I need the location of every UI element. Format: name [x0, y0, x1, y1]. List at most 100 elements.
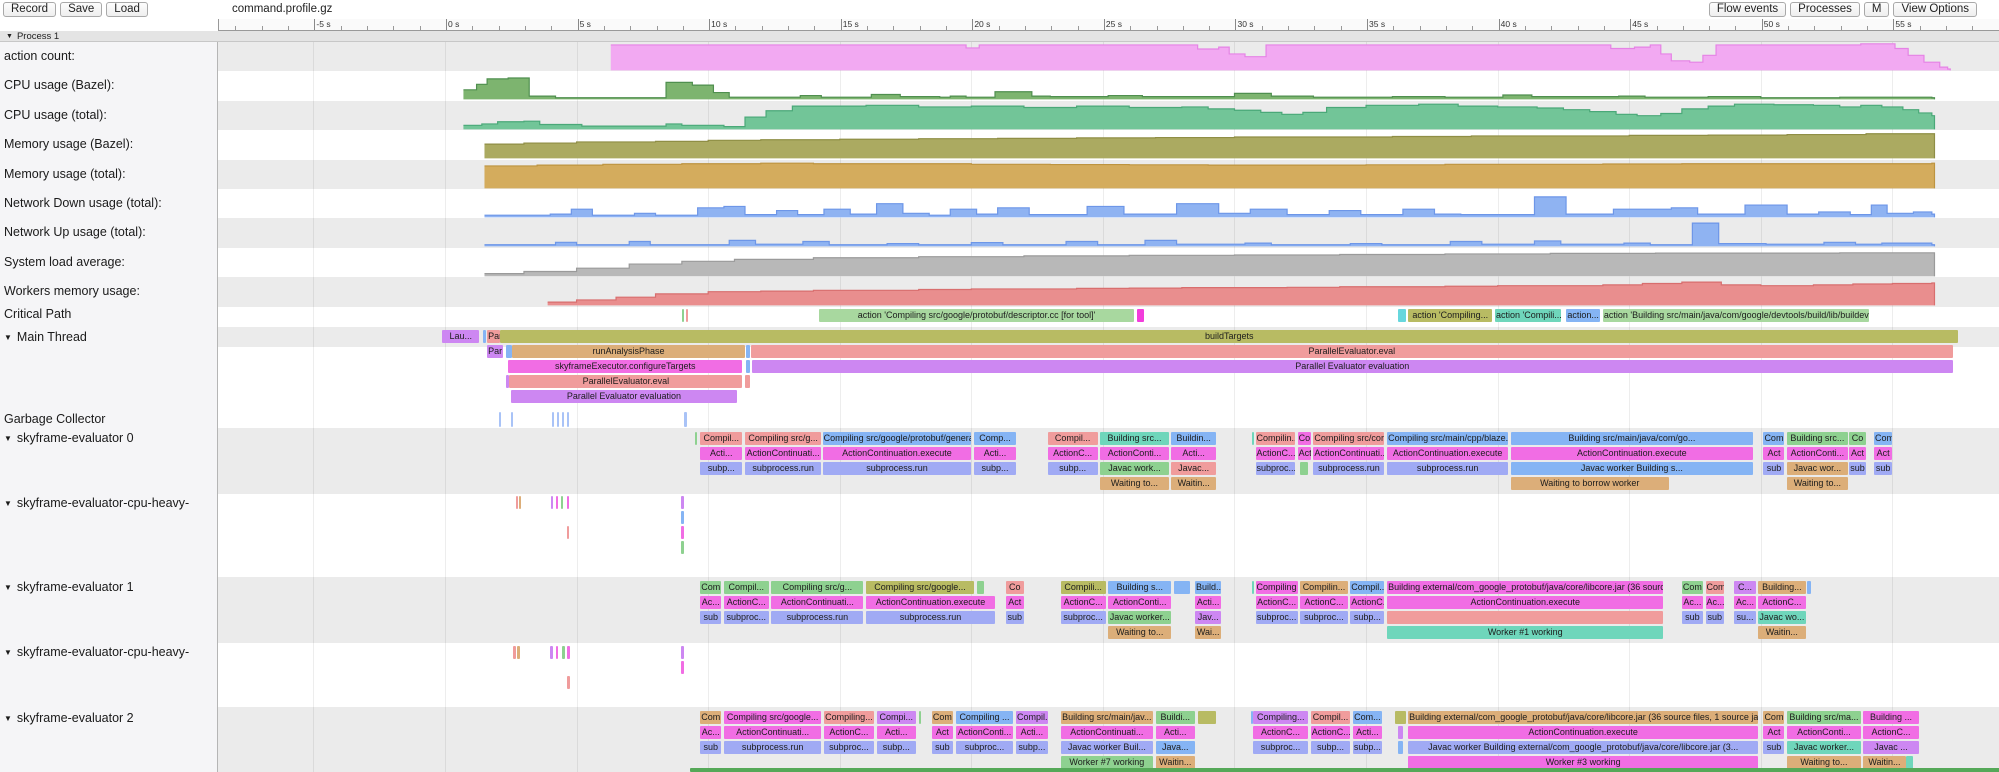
trace-event-block[interactable]: ActionC... — [1863, 726, 1919, 739]
trace-event-sliver[interactable] — [1905, 756, 1914, 769]
track-label-skyframe-evaluator-cpu-heavy[interactable]: ▼ skyframe-evaluator-cpu-heavy- — [4, 495, 189, 511]
trace-event-sliver[interactable] — [1397, 726, 1403, 739]
trace-event-sliver[interactable] — [567, 646, 570, 659]
trace-event-block[interactable]: Compil... — [700, 432, 743, 445]
trace-event-block[interactable]: Waiting to borrow worker — [1510, 477, 1669, 490]
trace-event-block[interactable]: Com — [931, 711, 953, 724]
counter-chart-2[interactable] — [218, 101, 1999, 130]
trace-event-block[interactable]: Par — [487, 330, 501, 343]
trace-event-block[interactable]: Acti... — [1016, 726, 1048, 739]
trace-event-block[interactable]: ActionContinuati... — [745, 447, 822, 460]
trace-event-block[interactable]: ActionC... — [1255, 447, 1295, 460]
trace-event-sliver[interactable] — [684, 412, 687, 427]
trace-event-block[interactable]: Compiling ... — [1255, 581, 1298, 594]
trace-event-block[interactable]: Comp... — [973, 432, 1017, 445]
trace-event-block[interactable]: Building s... — [1108, 581, 1172, 594]
trace-event-block[interactable]: ActionContinuation.execute — [866, 596, 995, 609]
trace-event-sliver[interactable] — [1197, 711, 1217, 724]
trace-event-block[interactable]: Waitin... — [1758, 626, 1806, 639]
trace-event-block[interactable]: ActionConti... — [955, 726, 1014, 739]
trace-event-sliver[interactable] — [505, 345, 513, 358]
trace-event-block[interactable]: Javac worker... — [1108, 611, 1172, 624]
track-label-main-thread[interactable]: ▼ Main Thread — [4, 329, 87, 345]
trace-event-block[interactable]: Waiting to... — [1100, 477, 1169, 490]
trace-event-block[interactable]: Acti... — [876, 726, 917, 739]
trace-event-sliver[interactable] — [567, 676, 570, 689]
trace-event-block[interactable]: sub — [1005, 611, 1024, 624]
trace-event-block[interactable]: subprocess.run — [866, 611, 995, 624]
trace-event-block[interactable]: Com — [700, 711, 722, 724]
trace-event-block[interactable]: Com — [1763, 432, 1785, 445]
process-header[interactable]: ▼ Process 1 — [0, 31, 1999, 42]
trace-event-block[interactable]: subproc... — [1300, 611, 1348, 624]
trace-event-block[interactable]: Compil... — [1310, 711, 1351, 724]
trace-event-sliver[interactable] — [918, 711, 922, 724]
counter-chart-4[interactable] — [218, 160, 1999, 189]
trace-event-block[interactable]: sub — [1848, 462, 1867, 475]
trace-event-block[interactable]: Javac wor... — [1787, 462, 1848, 475]
trace-event-block[interactable]: Compi... — [876, 711, 917, 724]
trace-event-block[interactable]: Co — [1297, 432, 1311, 445]
trace-event-block[interactable]: subp... — [1047, 462, 1098, 475]
trace-event-block[interactable]: Act — [1005, 596, 1024, 609]
trace-event-block[interactable]: Compiling src/google/protobuf/generat... — [822, 432, 972, 445]
trace-event-block[interactable]: Waitin... — [1155, 756, 1195, 769]
counter-chart-1[interactable] — [218, 71, 1999, 100]
trace-event-block[interactable]: sub — [700, 611, 722, 624]
trace-event-block[interactable]: Compiling src/g... — [771, 581, 864, 594]
trace-event-block[interactable]: Compil... — [1016, 711, 1048, 724]
trace-event-block[interactable]: Compiling src/g... — [745, 432, 822, 445]
trace-event-block[interactable]: subproc... — [823, 741, 874, 754]
trace-event-block[interactable]: Waitin... — [1171, 477, 1217, 490]
trace-event-block[interactable]: Co — [1848, 432, 1867, 445]
trace-event-block[interactable]: Javac worker... — [1787, 741, 1861, 754]
trace-event-block[interactable]: subp... — [876, 741, 917, 754]
trace-event-block[interactable]: ActionContinuation.execute — [1387, 447, 1509, 460]
trace-event-sliver[interactable] — [681, 496, 685, 509]
trace-event-block[interactable]: Worker #7 working — [1060, 756, 1153, 769]
trace-event-sliver[interactable] — [515, 496, 518, 509]
track-label-skyframe-evaluator-2[interactable]: ▼ skyframe-evaluator 2 — [4, 710, 134, 726]
trace-event-sliver[interactable] — [681, 511, 685, 524]
trace-event-block[interactable]: action... — [1566, 309, 1601, 322]
trace-event-block[interactable]: Building src... — [1787, 432, 1848, 445]
trace-event-block[interactable]: ActionC... — [1047, 447, 1098, 460]
trace-event-block[interactable]: Compil... — [1047, 432, 1098, 445]
trace-event-sliver[interactable] — [555, 646, 559, 659]
trace-event-block[interactable]: subprocess.run — [745, 462, 822, 475]
trace-event-sliver[interactable] — [550, 646, 553, 659]
trace-event-block[interactable]: Com — [1681, 581, 1703, 594]
trace-event-block[interactable]: Act — [1297, 447, 1311, 460]
trace-event-block[interactable]: Act — [1763, 726, 1785, 739]
trace-event-block[interactable]: ActionContinuati... — [723, 726, 822, 739]
trace-event-block[interactable]: runAnalysisPhase — [512, 345, 745, 358]
trace-event-block[interactable]: subp... — [1352, 741, 1382, 754]
trace-event-block[interactable]: Com... — [1352, 711, 1382, 724]
trace-event-block[interactable]: sub — [1763, 741, 1785, 754]
trace-event-block[interactable]: ActionConti... — [1108, 596, 1172, 609]
trace-event-block[interactable]: Building ... — [1863, 711, 1919, 724]
trace-event-sliver[interactable] — [550, 496, 554, 509]
trace-event-block[interactable]: Compil... — [1350, 581, 1385, 594]
trace-event-block[interactable]: Javac worker Building external/com_googl… — [1408, 741, 1759, 754]
trace-event-block[interactable]: Lau... — [442, 330, 480, 343]
processes-button[interactable]: Processes — [1790, 2, 1860, 17]
trace-event-block[interactable]: Wai... — [1195, 626, 1222, 639]
trace-event-block[interactable]: subproc... — [1255, 611, 1298, 624]
trace-event-sliver[interactable] — [555, 496, 559, 509]
trace-event-block[interactable]: Javac worker Building s... — [1510, 462, 1753, 475]
trace-event-block[interactable]: Parallel Evaluator evaluation — [751, 360, 1953, 373]
trace-event-sliver[interactable] — [1397, 309, 1406, 322]
trace-event-block[interactable]: Building external/com_google_protobuf/ja… — [1408, 711, 1759, 724]
trace-event-block[interactable]: sub — [931, 741, 953, 754]
trace-event-block[interactable]: Jav... — [1195, 611, 1222, 624]
trace-event-block[interactable]: C... — [1734, 581, 1756, 594]
trace-event-block[interactable]: buildTargets — [500, 330, 1959, 343]
trace-event-block[interactable]: Waitin... — [1863, 756, 1906, 769]
trace-event-block[interactable]: Compiling src/google... — [723, 711, 822, 724]
trace-event-sliver[interactable] — [483, 330, 486, 343]
trace-event-block[interactable]: Compilin... — [1255, 432, 1295, 445]
trace-event-sliver[interactable] — [1137, 309, 1144, 322]
trace-event-sliver[interactable] — [745, 375, 751, 388]
trace-event-block[interactable]: Acti... — [1195, 596, 1222, 609]
